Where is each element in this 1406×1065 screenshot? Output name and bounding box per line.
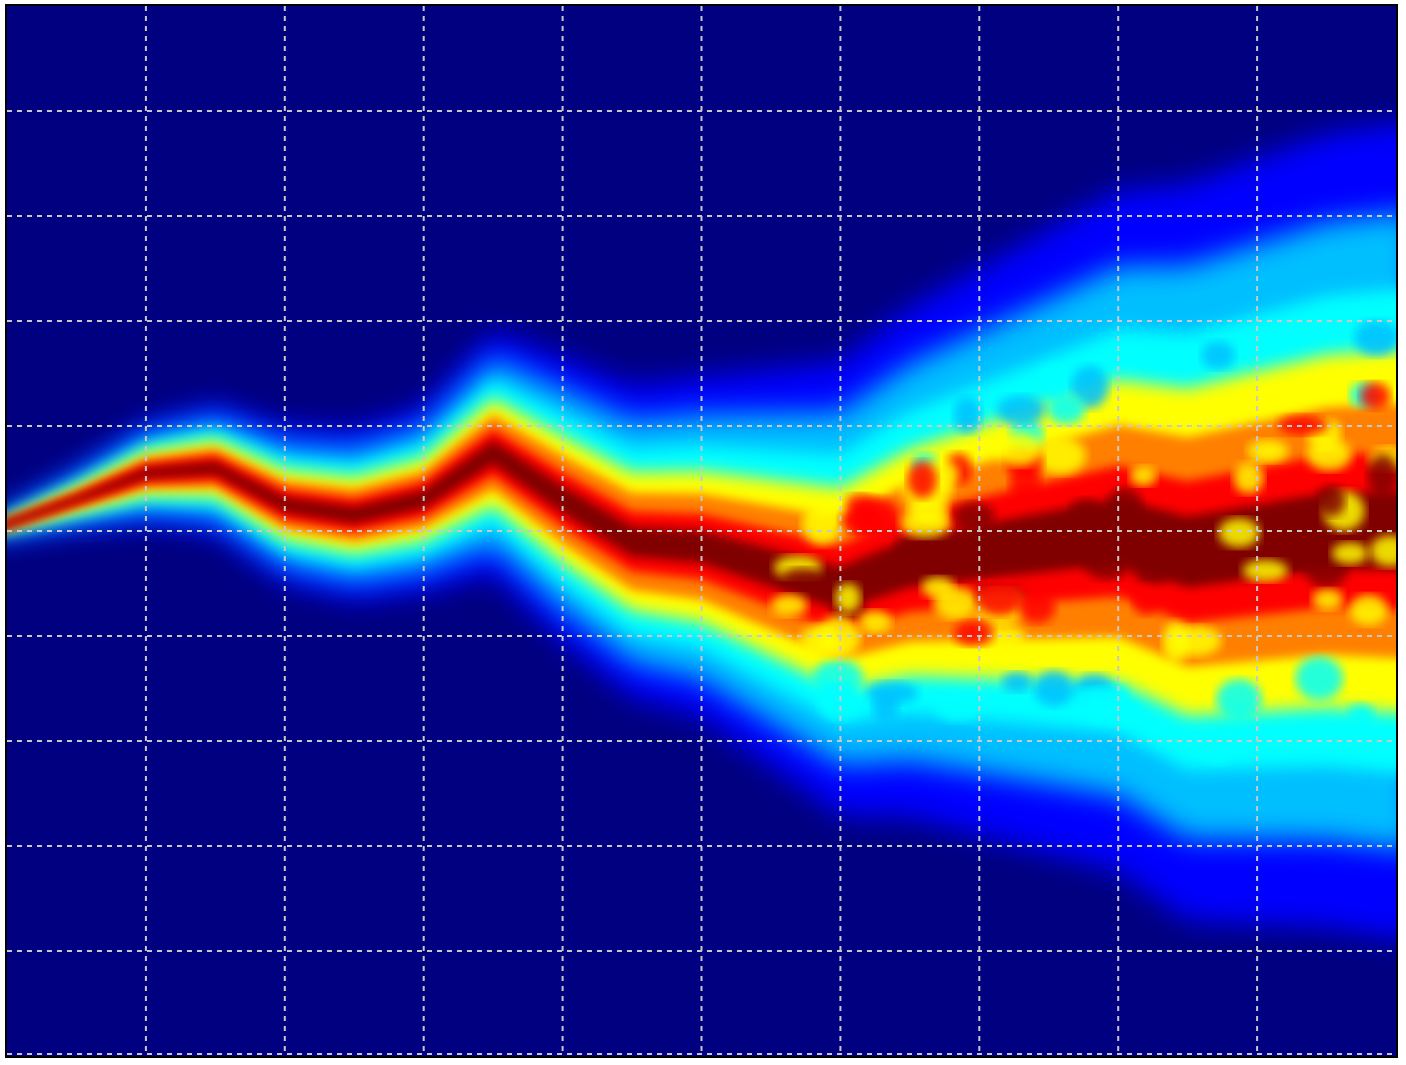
density-hotspot	[1069, 498, 1100, 530]
density-hotspot	[1038, 364, 1075, 398]
density-hotspot	[1061, 540, 1104, 563]
density-hotspot	[1047, 394, 1086, 425]
density-hotspot	[1216, 678, 1262, 720]
density-hotspot	[1312, 589, 1344, 611]
density-hotspot	[894, 534, 920, 578]
density-hotspot	[1132, 544, 1172, 586]
density-hotspot	[1129, 465, 1157, 486]
density-hotspot	[1317, 484, 1346, 517]
density-hotspot	[996, 395, 1046, 426]
density-hotspot	[1370, 535, 1396, 567]
density-hotspot	[1162, 621, 1189, 663]
density-hotspot	[835, 583, 861, 613]
density-hotspot	[953, 502, 996, 532]
density-hotspot	[996, 432, 1043, 466]
density-hotspot	[1278, 414, 1329, 436]
density-hotspot	[953, 396, 982, 433]
density-hotspot	[802, 503, 842, 546]
density-hotspot	[1348, 703, 1375, 728]
density-hotspot	[933, 586, 978, 619]
density-hotspot	[1203, 736, 1231, 764]
density-hotspot	[1367, 453, 1396, 497]
density-hotspot	[1233, 462, 1264, 494]
density-hotspot	[800, 625, 839, 658]
density-hotspot	[1360, 382, 1391, 410]
density-hotspot	[936, 694, 981, 722]
density-hotspot	[907, 460, 938, 499]
density-hotspot	[1001, 672, 1033, 693]
density-hotspot	[813, 658, 863, 698]
density-hotspot	[1331, 542, 1369, 565]
density-hotspot	[1034, 670, 1074, 707]
density-hotspot	[1132, 584, 1159, 616]
density-hotspot	[976, 581, 1024, 616]
density-hotspot	[953, 620, 994, 646]
density-hotspot	[1100, 684, 1130, 716]
grid-lines	[7, 6, 1396, 1056]
density-hotspot	[1071, 365, 1109, 409]
density-hotspot	[1018, 591, 1056, 624]
density-hotspot	[872, 692, 899, 723]
density-hotspots	[770, 320, 1396, 764]
density-hotspot	[1349, 594, 1388, 626]
density-hotspot	[1035, 437, 1086, 475]
density-hotspot	[1218, 518, 1260, 548]
density-hotspot	[1201, 341, 1235, 370]
density-hotspot	[1306, 439, 1352, 471]
density-hotspot	[1242, 559, 1289, 582]
heatmap-svg	[7, 6, 1396, 1056]
density-hotspot	[1247, 439, 1288, 463]
density-hotspot	[841, 506, 893, 533]
density-hotspot	[1295, 656, 1343, 701]
density-hotspot	[900, 508, 951, 538]
density-hotspot	[1281, 543, 1313, 570]
density-hotspot	[1354, 320, 1396, 356]
density-hotspot	[858, 610, 892, 633]
density-hotspot	[1107, 487, 1143, 528]
density-hotspot	[770, 594, 808, 617]
density-hotspot	[782, 567, 823, 589]
heatmap-plot-area	[5, 4, 1398, 1058]
density-band-7	[7, 440, 1396, 611]
